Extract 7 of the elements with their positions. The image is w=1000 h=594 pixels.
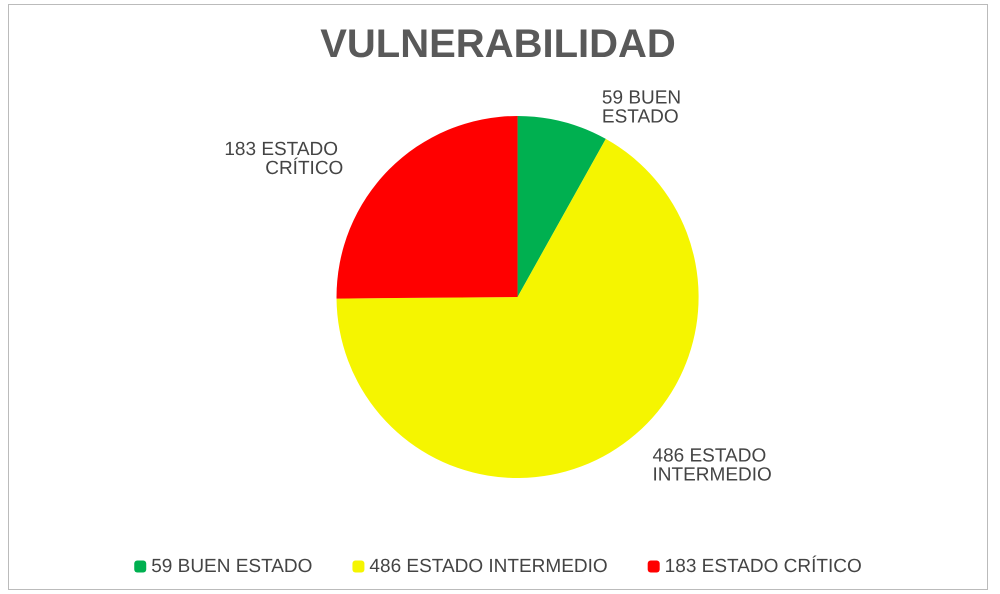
slice-label: 59 BUEN ESTADO (602, 87, 686, 128)
slice-label: 183 ESTADO CRÍTICO (224, 138, 344, 179)
legend-label: 183 ESTADO CRÍTICO (664, 555, 862, 577)
legend-label: 486 ESTADO INTERMEDIO (369, 556, 608, 577)
legend-label: 59 BUEN ESTADO (151, 556, 312, 577)
slice-label: 486 ESTADO INTERMEDIO (652, 446, 772, 486)
chart-title: VULNERABILIDAD (320, 22, 676, 66)
